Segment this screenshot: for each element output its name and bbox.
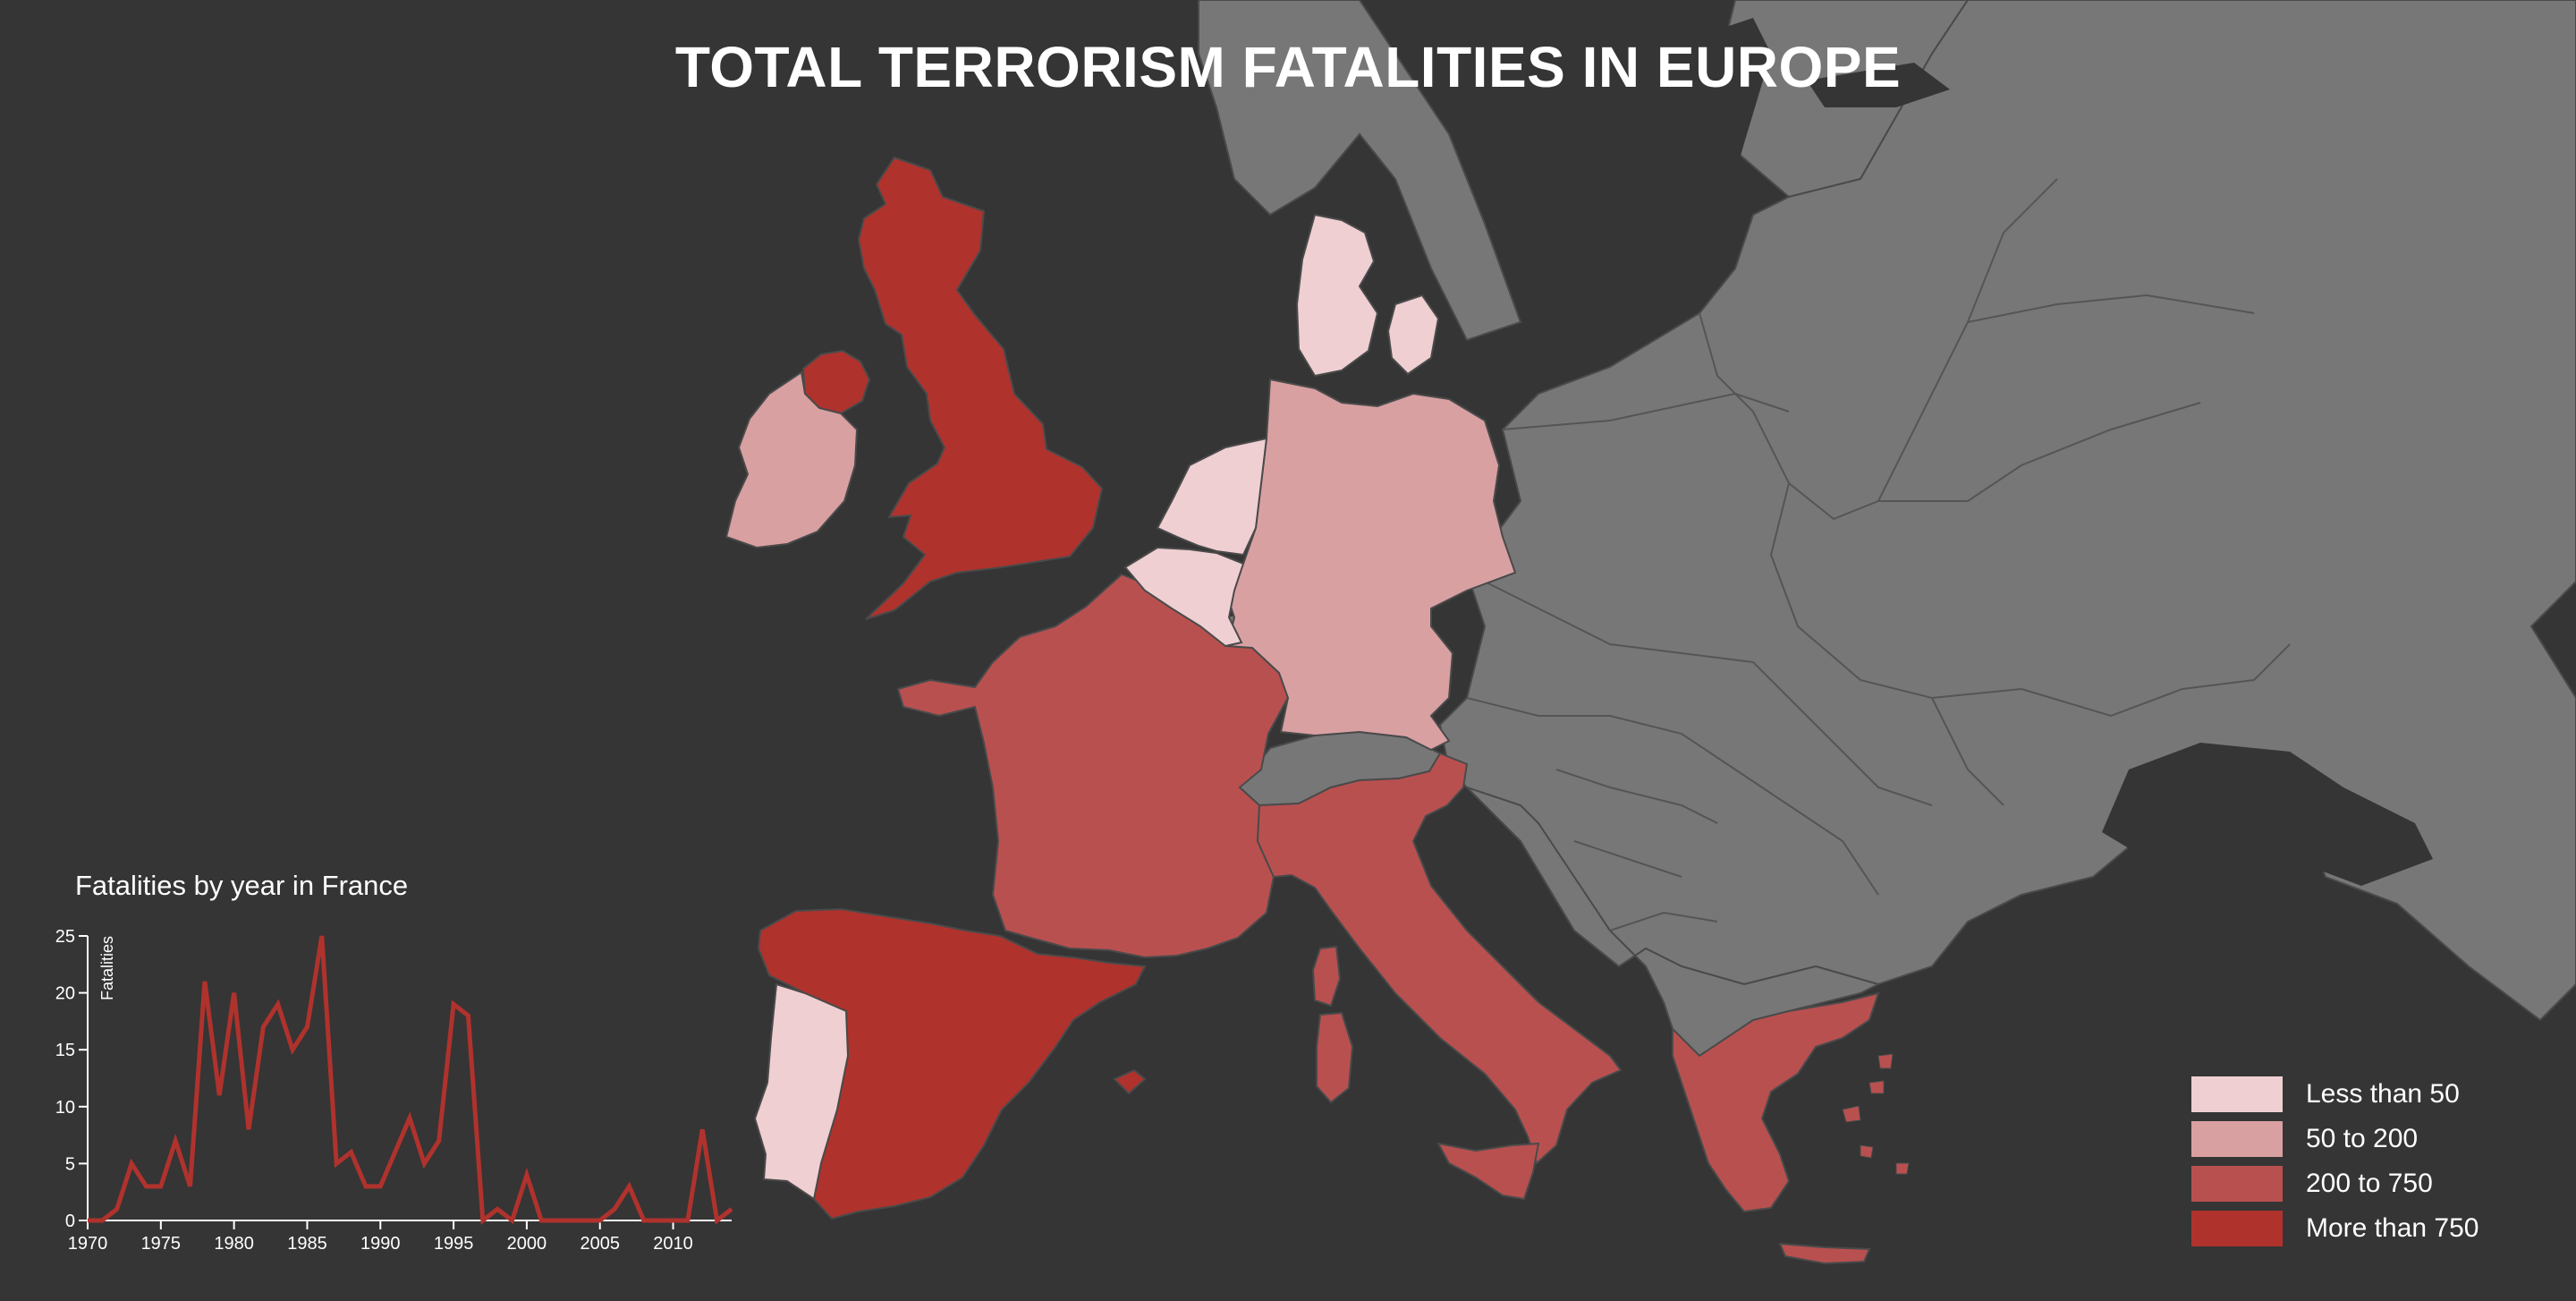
island-sicily	[1436, 1142, 1540, 1201]
x-tick-label: 1995	[434, 1234, 474, 1254]
island-crete	[1778, 1242, 1871, 1265]
y-tick-label: 20	[55, 984, 75, 1004]
x-tick-label: 1975	[141, 1234, 182, 1254]
legend-swatch	[2191, 1166, 2283, 1202]
x-tick-label: 1990	[360, 1234, 401, 1254]
island-balearic	[1113, 1068, 1147, 1095]
x-tick-label: 1980	[214, 1234, 254, 1254]
y-tick-label: 0	[65, 1212, 75, 1231]
x-tick-label: 2005	[580, 1234, 620, 1254]
scandinavia-land	[1198, 0, 1522, 342]
x-tick-label: 1985	[287, 1234, 327, 1254]
island-corsica	[1311, 945, 1342, 1008]
y-tick-label: 15	[55, 1041, 75, 1060]
y-tick-label: 5	[65, 1154, 75, 1174]
country-portugal	[753, 982, 850, 1201]
border-lines	[1466, 178, 2291, 931]
x-tick-label: 2000	[507, 1234, 547, 1254]
france-fatalities-chart: 0 5 10 15 20 25 1970 1975 1980 1985 1990 1995 2000 20…	[55, 927, 733, 1254]
legend-item: More than 750	[2191, 1206, 2479, 1251]
legend-label: More than 750	[2306, 1213, 2479, 1243]
seas	[1521, 18, 2433, 886]
legend-item: 200 to 750	[2191, 1161, 2479, 1206]
legend-label: 200 to 750	[2306, 1169, 2433, 1198]
country-netherlands	[1156, 437, 1268, 557]
legend-swatch	[2191, 1076, 2283, 1112]
series-line	[88, 935, 733, 1225]
country-united-kingdom	[857, 156, 1104, 620]
legend-label: 50 to 200	[2306, 1124, 2419, 1153]
country-ireland	[724, 370, 859, 549]
island-sardinia	[1316, 1011, 1354, 1104]
island-zealand	[1386, 293, 1440, 376]
x-tick-label: 1970	[68, 1234, 108, 1254]
legend-swatch	[2191, 1121, 2283, 1157]
data-countries	[724, 156, 1910, 1265]
legend-item: Less than 50	[2191, 1072, 2479, 1117]
chart-title: Fatalities by year in France	[75, 870, 409, 901]
legend-label: Less than 50	[2306, 1079, 2460, 1109]
legend-item: 50 to 200	[2191, 1117, 2479, 1161]
country-italy	[1256, 752, 1623, 1165]
y-axis-label: Fatalities	[98, 936, 116, 1000]
country-denmark	[1295, 213, 1379, 378]
y-tick-label: 10	[55, 1098, 75, 1118]
greek-islands	[1842, 1053, 1910, 1175]
x-tick-label: 2010	[653, 1234, 693, 1254]
y-tick-label: 25	[55, 927, 75, 947]
country-belgium	[1123, 546, 1245, 648]
map-title: TOTAL TERRORISM FATALITIES IN EUROPE	[674, 35, 1902, 99]
country-greece	[1672, 991, 1880, 1213]
legend-swatch	[2191, 1211, 2283, 1246]
legend: Less than 50 50 to 200 200 to 750 More t…	[2191, 1072, 2479, 1251]
